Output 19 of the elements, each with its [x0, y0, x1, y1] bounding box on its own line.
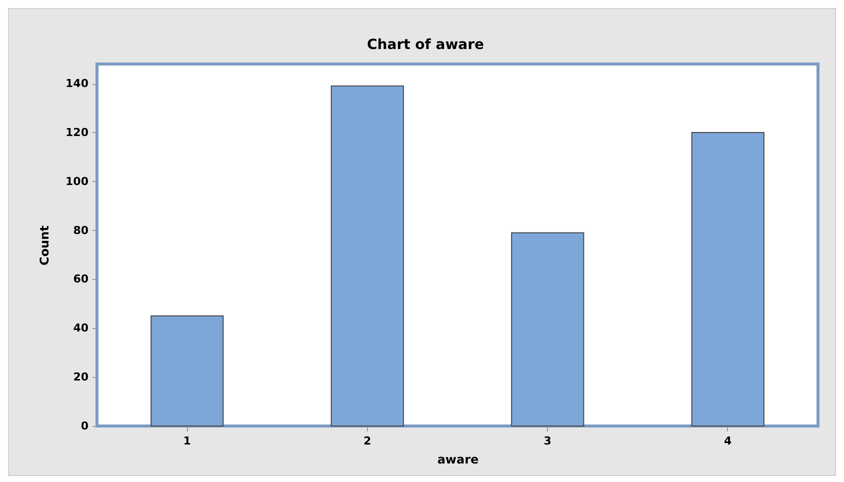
x-tick-label: 4: [724, 434, 732, 448]
bar: [150, 315, 224, 426]
y-axis-title: Count: [38, 225, 52, 266]
bar: [691, 132, 764, 426]
x-tick-label: 1: [183, 434, 191, 448]
bar: [330, 86, 404, 426]
x-tick-label: 2: [364, 434, 372, 448]
x-axis-title: aware: [437, 452, 479, 466]
y-tick-label: 80: [73, 224, 89, 237]
y-tick-label: 100: [66, 174, 89, 188]
y-tick-label: 60: [73, 272, 89, 286]
y-tick-label: 0: [80, 420, 89, 432]
y-tick-label: 120: [66, 126, 89, 139]
chart-title: Chart of aware: [367, 37, 484, 53]
bar: [511, 232, 584, 426]
x-tick-label: 3: [544, 434, 552, 448]
y-tick-label: 140: [66, 77, 89, 90]
y-tick-label: 40: [73, 322, 89, 335]
y-tick-label: 20: [73, 370, 89, 384]
